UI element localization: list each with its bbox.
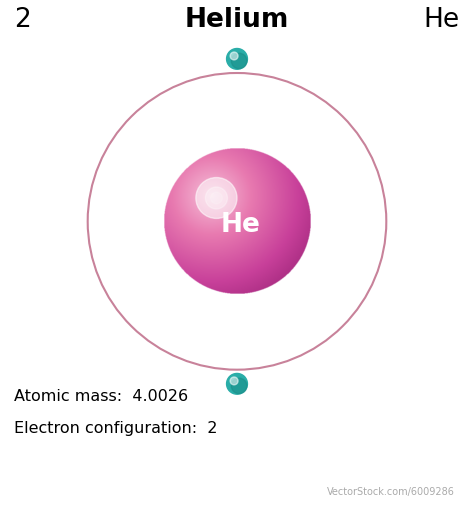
Text: He: He bbox=[424, 7, 460, 33]
Circle shape bbox=[230, 377, 238, 385]
Text: VectorStock: VectorStock bbox=[19, 487, 85, 497]
Text: Helium: Helium bbox=[185, 7, 289, 33]
Circle shape bbox=[231, 53, 247, 69]
Circle shape bbox=[210, 192, 222, 204]
Circle shape bbox=[196, 177, 237, 219]
Circle shape bbox=[227, 373, 247, 394]
Text: ®: ® bbox=[92, 485, 102, 495]
Text: He: He bbox=[221, 212, 261, 238]
Circle shape bbox=[230, 52, 238, 60]
Circle shape bbox=[205, 187, 228, 209]
Text: Atomic mass:  4.0026: Atomic mass: 4.0026 bbox=[14, 388, 188, 404]
Text: Electron configuration:  2: Electron configuration: 2 bbox=[14, 422, 218, 437]
Text: VectorStock.com/6009286: VectorStock.com/6009286 bbox=[327, 487, 455, 497]
Circle shape bbox=[231, 378, 247, 393]
Circle shape bbox=[227, 49, 247, 69]
Text: 2: 2 bbox=[14, 7, 31, 33]
